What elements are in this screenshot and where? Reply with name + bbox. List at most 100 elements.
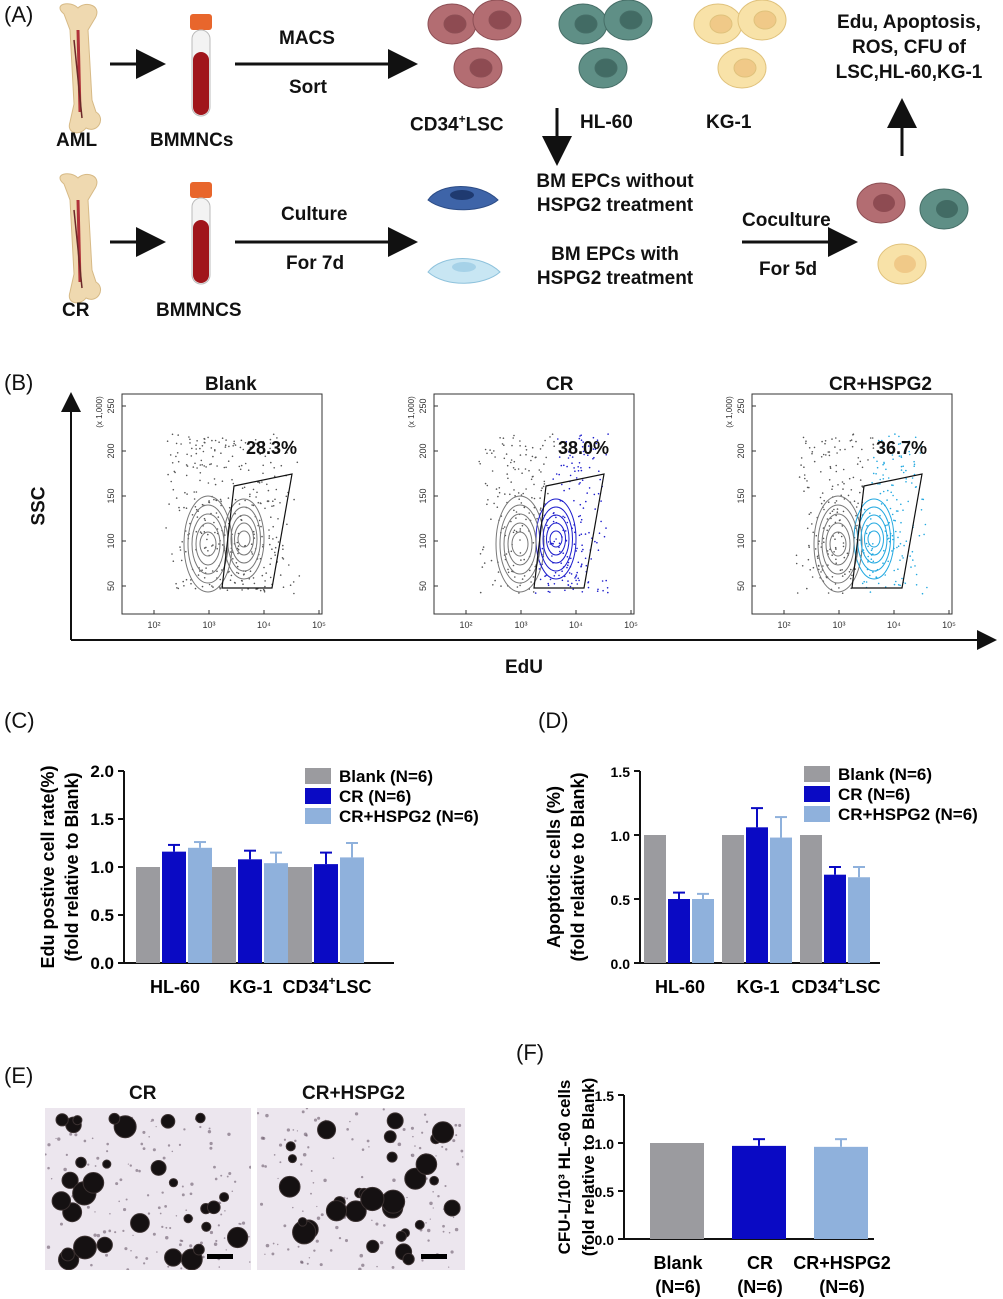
colony	[219, 1192, 230, 1203]
colony	[443, 1199, 461, 1217]
flow-y-tick: 150	[736, 488, 746, 503]
colony	[395, 1230, 407, 1242]
panel-label-e: (E)	[4, 1063, 34, 1088]
legend-label: CR (N=6)	[838, 785, 910, 804]
bar-1-2	[770, 837, 792, 963]
bone-icon-aml	[59, 3, 101, 134]
bar-2-0	[800, 835, 822, 963]
micrograph-cr-hspg2	[257, 1108, 465, 1270]
colony	[386, 1151, 398, 1163]
micrograph-cr	[45, 1108, 251, 1270]
y-tick-label: 1.5	[611, 764, 631, 780]
flow-y-tick: 200	[418, 443, 428, 458]
colony	[168, 1178, 179, 1188]
edu-axis-label: EdU	[505, 657, 543, 678]
cd34-lsc-label: CD34+LSC	[410, 112, 504, 136]
flow-x-tick: 10²	[777, 620, 790, 630]
colony	[73, 1235, 97, 1260]
flow-y-tick: 100	[106, 533, 116, 548]
y-tick-label: 0.0	[611, 956, 631, 972]
flow-x-tick: 10³	[832, 620, 845, 630]
flow-y-tick: 150	[106, 488, 116, 503]
micrograph-title-cr-hspg2: CR+HSPG2	[302, 1083, 405, 1104]
colony	[183, 1213, 193, 1224]
coculture-cells	[856, 182, 969, 285]
y-tick-label: 2.0	[90, 762, 114, 781]
legend-label: CR+HSPG2 (N=6)	[838, 805, 978, 824]
colony	[325, 1200, 348, 1222]
colony	[96, 1236, 113, 1254]
macs-label: MACS	[279, 28, 335, 49]
bar-0-1	[162, 851, 186, 963]
y-tick-label: 1.0	[595, 1136, 615, 1152]
bmmncs-bottom-label: BMMNCS	[156, 300, 242, 321]
category-label: KG-1	[229, 977, 272, 997]
flow-frame	[751, 393, 953, 615]
colony	[108, 1112, 121, 1125]
y-axis-label: (fold relative to Blank)	[62, 772, 82, 961]
sort-label: Sort	[289, 77, 327, 98]
flow-x-tick: 10³	[514, 620, 527, 630]
panel-label-c: (C)	[4, 708, 35, 733]
legend-label: Blank (N=6)	[339, 767, 433, 786]
legend-swatch	[305, 808, 331, 824]
colony	[381, 1189, 406, 1214]
category-label: (N=6)	[819, 1277, 865, 1297]
flow-gate	[851, 473, 923, 589]
legend-swatch	[804, 806, 830, 822]
kg1-label: KG-1	[706, 112, 752, 133]
y-axis-label: Apoptotic cells (%)	[544, 786, 564, 948]
colony	[278, 1175, 301, 1198]
for-5d-label: For 5d	[759, 259, 818, 280]
scale-bar	[421, 1254, 447, 1259]
colony	[431, 1121, 455, 1144]
bar-0-0	[136, 867, 160, 963]
colony	[193, 1243, 205, 1256]
flow-plot-1: 250 200 150 100 50 (x 1,000) 10² 10³ 10⁴ 10⁵ 38.0%	[407, 393, 638, 630]
colony	[415, 1153, 438, 1175]
chart-f: 0.0 0.5 1.0 1.5 CFU-L/10³ HL-60 cells (fold r…	[555, 1078, 891, 1297]
flow-y-tick: 250	[736, 398, 746, 413]
bar-1-2	[264, 863, 288, 963]
micrograph-title-cr: CR	[129, 1083, 157, 1104]
bar-0-0	[650, 1143, 704, 1239]
bar-2-1	[824, 874, 846, 963]
bar-0-0	[644, 835, 666, 963]
flow-y-scale: (x 1,000)	[407, 396, 416, 428]
y-tick-label: 0.5	[611, 892, 631, 908]
colony	[429, 1175, 439, 1186]
colony	[287, 1154, 297, 1164]
flow-percent: 38.0%	[558, 438, 609, 458]
colony	[206, 1200, 221, 1215]
flow-plot-2: 250 200 150 100 50 (x 1,000) 10² 10³ 10⁴ 10⁵ 36.7%	[725, 393, 956, 630]
hl60-label: HL-60	[580, 112, 633, 133]
bar-1-0	[722, 835, 744, 963]
lsc-cells	[427, 0, 522, 89]
bar-2-1	[314, 864, 338, 963]
y-tick-label: 0.5	[595, 1184, 615, 1200]
bar-2-2	[848, 877, 870, 963]
category-label: CR	[747, 1253, 773, 1273]
colony	[60, 1247, 75, 1262]
panel-a-graphics	[59, 0, 969, 304]
panel-b-axes	[61, 392, 997, 650]
tube-icon-bottom	[190, 182, 212, 285]
bar-2-0	[288, 867, 312, 963]
category-label: CR+HSPG2	[793, 1253, 891, 1273]
category-label: Blank	[653, 1253, 703, 1273]
coculture-label: Coculture	[742, 210, 831, 231]
flow-x-tick: 10⁴	[257, 620, 271, 630]
hl60-cells	[558, 0, 653, 89]
flow-y-scale: (x 1,000)	[725, 396, 734, 428]
bar-2-0	[814, 1146, 868, 1239]
flow-x-tick: 10⁵	[312, 620, 326, 630]
chart-c: 0.0 0.5 1.0 1.5 2.0 Edu postive cell rate(%)(…	[38, 762, 479, 997]
bar-0-2	[188, 847, 212, 963]
flow-x-tick: 10⁴	[569, 620, 583, 630]
flow-x-tick: 10²	[147, 620, 160, 630]
y-tick-label: 0.0	[90, 954, 114, 973]
bar-1-0	[732, 1145, 786, 1239]
category-label: (N=6)	[737, 1277, 783, 1297]
flow-x-tick: 10²	[459, 620, 472, 630]
flow-x-tick: 10⁴	[887, 620, 901, 630]
